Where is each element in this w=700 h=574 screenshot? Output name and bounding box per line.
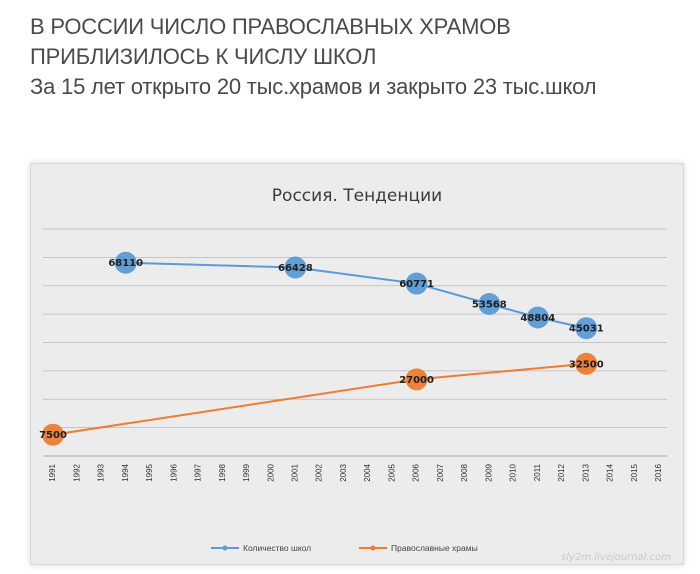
x-tick-label: 2001	[291, 463, 300, 481]
school-data-point	[114, 251, 137, 274]
x-tick-label: 1998	[218, 463, 227, 481]
x-tick-label: 2010	[509, 463, 518, 481]
x-tick-label: 2000	[266, 463, 275, 481]
headline-line-2: ПРИБЛИЗИЛОСЬ К ЧИСЛУ ШКОЛ	[30, 44, 377, 69]
x-tick-label: 2006	[412, 463, 421, 481]
legend-marker	[370, 545, 376, 551]
x-tick-label: 2016	[654, 463, 663, 481]
church-data-point	[405, 368, 428, 391]
headline-subtitle: За 15 лет открыто 20 тыс.храмов и закрыт…	[30, 74, 597, 99]
x-tick-label: 1999	[242, 463, 251, 481]
headline: В РОССИИ ЧИСЛО ПРАВОСЛАВНЫХ ХРАМОВ ПРИБЛ…	[30, 12, 680, 102]
x-tick-label: 1991	[48, 463, 57, 481]
data-label: 7500	[39, 430, 67, 441]
data-label: 45031	[569, 324, 604, 335]
series-line	[125, 261, 587, 330]
x-tick-label: 2008	[460, 463, 469, 481]
data-label: 32500	[569, 359, 604, 370]
x-tick-label: 1997	[194, 463, 203, 481]
x-tick-label: 2012	[557, 463, 566, 481]
watermark: sly2m.livejournal.com	[561, 552, 671, 563]
headline-line-1: В РОССИИ ЧИСЛО ПРАВОСЛАВНЫХ ХРАМОВ	[30, 14, 511, 39]
school-data-point	[284, 256, 307, 279]
x-tick-label: 2002	[315, 463, 324, 481]
legend-marker	[222, 545, 228, 551]
school-data-point	[478, 293, 501, 316]
data-label: 68110	[108, 258, 143, 269]
x-tick-label: 1993	[97, 463, 106, 481]
legend-label: Православные храмы	[391, 543, 478, 553]
data-label: 60771	[399, 279, 434, 290]
data-label: 53568	[472, 300, 507, 311]
school-data-point	[405, 272, 428, 295]
x-tick-label: 2013	[581, 463, 590, 481]
x-tick-label: 1996	[169, 463, 178, 481]
data-label: 66428	[278, 263, 313, 274]
x-tick-label: 2007	[436, 463, 445, 481]
x-tick-label: 1992	[72, 463, 81, 481]
data-label: 48804	[520, 313, 555, 324]
school-data-point	[575, 317, 598, 340]
x-tick-label: 2015	[630, 463, 639, 481]
x-tick-label: 2014	[606, 463, 615, 481]
school-data-point	[526, 306, 549, 329]
church-data-point	[42, 423, 64, 446]
chart-title: Россия. Тенденции	[272, 186, 442, 206]
x-tick-label: 2005	[387, 463, 396, 481]
data-label: 27000	[399, 375, 434, 386]
chart-panel: Россия. Тенденции 1991 1992 1993 1994 1995 199…	[30, 163, 684, 565]
x-tick-label: 2011	[533, 463, 542, 481]
x-tick-label: 1994	[121, 463, 130, 481]
line-chart: Россия. Тенденции 1991 1992 1993 1994 1995 199…	[39, 186, 671, 563]
x-tick-label: 2009	[484, 463, 493, 481]
x-tick-label: 1995	[145, 463, 154, 481]
x-tick-label: 2004	[363, 463, 372, 481]
x-tick-label: 2003	[339, 463, 348, 481]
legend-label: Количество школ	[243, 543, 311, 553]
church-data-point	[575, 352, 598, 375]
